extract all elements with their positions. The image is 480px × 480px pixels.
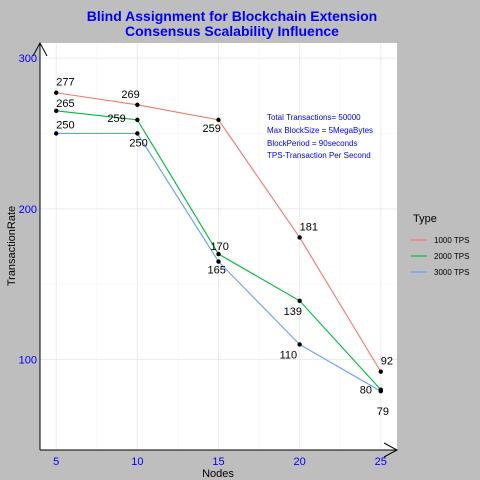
legend-title: Type — [413, 213, 437, 225]
data-label: 80 — [360, 385, 372, 397]
data-point — [297, 298, 302, 303]
data-point — [216, 259, 221, 264]
annotation-line-3: BlockPeriod = 90seconds — [267, 139, 358, 148]
data-point — [54, 108, 59, 114]
annotation-box: Total Transactions= 50000 Max BlockSize … — [267, 113, 373, 160]
y-tick-label: 200 — [19, 204, 37, 216]
data-point — [216, 117, 221, 123]
data-label: 170 — [211, 241, 229, 253]
y-tick-label: 100 — [19, 355, 37, 367]
data-label: 79 — [377, 406, 389, 418]
x-tick-label: 25 — [375, 456, 387, 468]
x-tick-label: 5 — [53, 456, 59, 468]
data-label: 92 — [381, 356, 393, 368]
data-point — [378, 369, 383, 374]
y-axis-ticks: 100 200 300 — [19, 53, 37, 366]
x-tick-label: 15 — [212, 456, 224, 468]
data-point — [135, 117, 140, 123]
chart-title-line-1: Blind Assignment for Blockchain Extensio… — [87, 8, 377, 24]
data-label: 259 — [203, 123, 221, 135]
data-point — [297, 342, 302, 347]
y-axis-title: TransactionRate — [6, 206, 18, 286]
x-tick-label: 10 — [131, 456, 143, 468]
chart-title-line-2: Consensus Scalability Influence — [125, 23, 339, 39]
legend: Type 1000 TPS 2000 TPS 3000 TPS — [411, 213, 469, 277]
legend-label: 1000 TPS — [434, 236, 469, 245]
data-label: 110 — [280, 349, 298, 361]
grid-lines — [40, 43, 397, 450]
x-axis-title: Nodes — [202, 468, 234, 480]
data-label: 250 — [129, 137, 147, 149]
annotation-line-2: Max BlockSize = 5MegaBytes — [267, 126, 373, 135]
data-point — [135, 102, 140, 108]
data-label: 277 — [56, 77, 74, 89]
data-point — [54, 131, 59, 136]
data-label: 265 — [56, 98, 74, 110]
data-point — [297, 235, 302, 240]
data-point — [378, 389, 383, 394]
legend-items: 1000 TPS 2000 TPS 3000 TPS — [411, 236, 469, 277]
data-labels: 277 269 259 181 92 265 259 170 139 80 250 250 165 110… — [56, 77, 393, 418]
data-label: 139 — [284, 306, 302, 318]
annotation-line-1: Total Transactions= 50000 — [267, 113, 361, 122]
data-label: 269 — [121, 89, 139, 101]
annotation-line-4: TPS-Transaction Per Second — [267, 151, 371, 160]
data-label: 181 — [300, 221, 318, 233]
legend-label: 2000 TPS — [434, 252, 469, 261]
data-point — [135, 131, 140, 136]
legend-label: 3000 TPS — [434, 268, 469, 277]
y-axis-arrow — [32, 41, 48, 57]
data-point — [216, 251, 221, 257]
x-axis-arrow — [383, 442, 399, 458]
x-tick-label: 20 — [294, 456, 306, 468]
data-label: 165 — [208, 265, 226, 277]
y-tick-label: 300 — [19, 53, 37, 65]
data-points — [54, 90, 383, 394]
data-label: 259 — [107, 113, 125, 125]
data-point — [54, 90, 59, 95]
x-axis-ticks: 5 10 15 20 25 — [53, 456, 387, 468]
data-label: 250 — [56, 119, 74, 131]
